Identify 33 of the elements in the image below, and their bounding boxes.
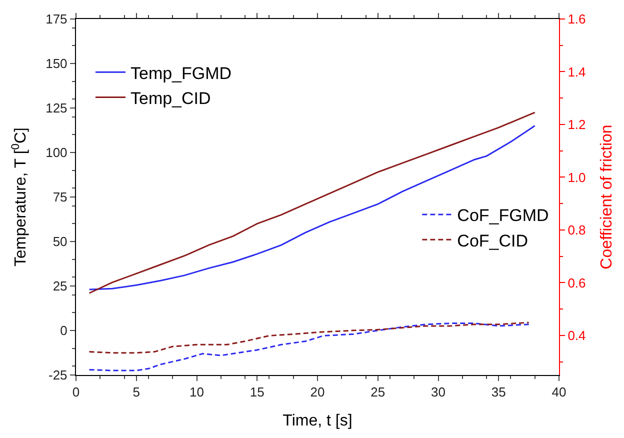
x-tick-label: 5 [132, 384, 140, 400]
y-tick-label: 150 [46, 56, 68, 72]
line-series [88, 322, 530, 372]
y-tick-label: 75 [52, 190, 68, 205]
legend-label: CoF_CID [457, 231, 528, 250]
x-tick-label: 30 [431, 384, 446, 400]
x-tick-label: 40 [552, 384, 566, 400]
y2-tick-label: 0.6 [568, 275, 586, 290]
x-tick-label: 15 [250, 384, 264, 400]
y2-tick-label: 1.4 [568, 64, 586, 80]
y2-tick-label: 1.2 [568, 117, 586, 132]
y2-tick-label: 0.8 [568, 222, 586, 238]
y-tick-label: 100 [46, 145, 68, 160]
y-tick-label: 50 [52, 234, 68, 250]
y2-tick-label: 0.4 [568, 328, 586, 343]
y2-tick-label: 1.0 [568, 170, 586, 185]
x-tick-label: 35 [491, 384, 506, 400]
y-tick-label: 25 [52, 278, 68, 294]
y2-tick-label: 1.6 [568, 12, 586, 27]
x-axis-title: Time, t [s] [282, 412, 352, 430]
y-tick-label: 125 [46, 100, 68, 116]
y-tick-label: -25 [48, 368, 68, 383]
legend-label: CoF_FGMD [457, 206, 549, 226]
x-tick-label: 0 [72, 384, 80, 400]
line-series [88, 322, 530, 354]
legend-label: Temp_CID [130, 88, 211, 108]
y-tick-label: 175 [46, 12, 68, 27]
y2-axis-title: Coefficient of friction [598, 124, 616, 270]
x-tick-label: 20 [310, 384, 325, 400]
legend-label: Temp_FGMD [130, 64, 232, 83]
y-tick-label: 0 [60, 323, 68, 338]
x-tick-label: 25 [370, 384, 386, 400]
x-tick-label: 10 [190, 384, 204, 400]
